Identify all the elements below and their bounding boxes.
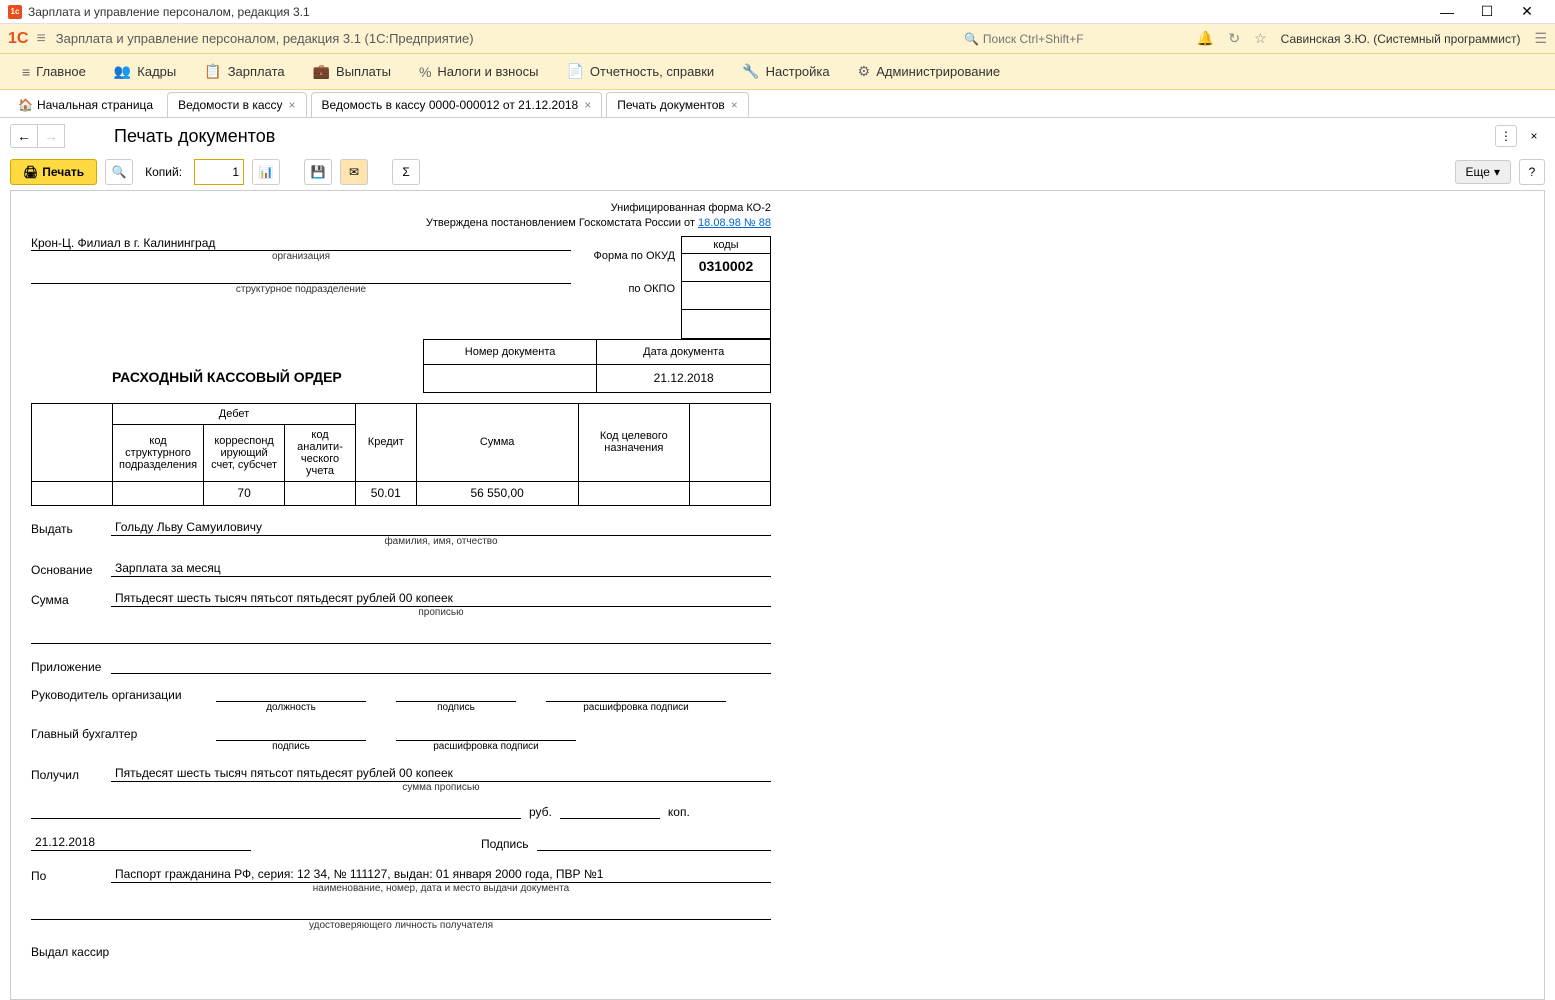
search-input[interactable]: [983, 32, 1183, 46]
tab-print-docs[interactable]: Печать документов ×: [606, 92, 749, 117]
page-menu-button[interactable]: ⋮: [1495, 125, 1517, 147]
panel-toggle-icon[interactable]: ☰: [1534, 30, 1547, 47]
tab-home[interactable]: 🏠 Начальная страница: [8, 92, 163, 117]
hamburger-icon[interactable]: ≡: [36, 30, 45, 48]
codes-box: коды 0310002: [681, 236, 771, 339]
document-title-block: РАСХОДНЫЙ КАССОВЫЙ ОРДЕР Номер документа…: [31, 339, 771, 393]
print-button[interactable]: 🖨 Печать: [10, 159, 97, 185]
home-icon: 🏠: [18, 98, 33, 112]
page-title: Печать документов: [114, 126, 275, 147]
menu-salary[interactable]: 📋Зарплата: [190, 54, 298, 89]
menu-settings-icon: 🔧: [742, 63, 759, 80]
menu-admin[interactable]: ⚙Администрирование: [844, 54, 1015, 89]
window-titlebar: 1c Зарплата и управление персоналом, ред…: [0, 0, 1555, 24]
menu-settings[interactable]: 🔧Настройка: [728, 54, 843, 89]
menu-taxes[interactable]: %Налоги и взносы: [405, 54, 553, 89]
window-title: Зарплата и управление персоналом, редакц…: [28, 5, 1427, 19]
minimize-button[interactable]: —: [1427, 0, 1467, 24]
app-name: Зарплата и управление персоналом, редакц…: [56, 31, 474, 46]
nav-forward-button[interactable]: →: [37, 124, 65, 148]
bell-icon[interactable]: 🔔: [1197, 30, 1214, 47]
tab-vedomosti[interactable]: Ведомости в кассу ×: [167, 92, 306, 117]
logo-1c: 1C: [8, 30, 28, 48]
search-icon: 🔍: [964, 32, 979, 46]
form-decree-link[interactable]: 18.08.98 № 88: [698, 217, 771, 229]
document-content: Унифицированная форма КО-2 Утверждена по…: [31, 201, 771, 959]
spreadsheet-button[interactable]: 📊: [252, 159, 280, 185]
toolbar: 🖨 Печать 🔍 Копий: 📊 💾 ✉ Σ Еще ▾ ?: [0, 154, 1555, 190]
cashier-label: Выдал кассир: [31, 945, 771, 959]
star-icon[interactable]: ☆: [1254, 30, 1267, 47]
search-box[interactable]: 🔍: [964, 32, 1183, 46]
doc-number: [423, 364, 597, 392]
sum-words-value: Пятьдесят шесть тысяч пятьсот пятьдесят …: [111, 591, 771, 607]
close-button[interactable]: ✕: [1507, 0, 1547, 24]
tab-bar: 🏠 Начальная страница Ведомости в кассу ×…: [0, 90, 1555, 118]
main-accounting-table: Дебет Кредит Сумма Код целевого назначен…: [31, 403, 771, 506]
printer-icon: 🖨: [23, 165, 38, 179]
menu-salary-icon: 📋: [204, 63, 221, 80]
menu-personnel[interactable]: 👥Кадры: [100, 54, 190, 89]
menu-payments-icon: 💼: [313, 63, 330, 80]
app-logo-small: 1c: [8, 5, 22, 19]
page-close-button[interactable]: ×: [1523, 125, 1545, 147]
preview-button[interactable]: 🔍: [105, 159, 133, 185]
save-button[interactable]: 💾: [304, 159, 332, 185]
menu-main-icon: ≡: [22, 64, 30, 80]
identity-doc-value: Паспорт гражданина РФ, серия: 12 34, № 1…: [111, 867, 771, 883]
subdivision-value: [31, 268, 571, 284]
email-button[interactable]: ✉: [340, 159, 368, 185]
history-icon[interactable]: ↻: [1228, 30, 1240, 47]
nav-back-button[interactable]: ←: [10, 124, 38, 148]
chevron-down-icon: ▾: [1494, 165, 1500, 179]
close-icon[interactable]: ×: [584, 98, 591, 112]
more-button[interactable]: Еще ▾: [1455, 160, 1511, 184]
page-header: ← → Печать документов ⋮ ×: [0, 118, 1555, 154]
menu-admin-icon: ⚙: [858, 63, 871, 80]
app-header: 1C ≡ Зарплата и управление персоналом, р…: [0, 24, 1555, 54]
user-label[interactable]: Савинская З.Ю. (Системный программист): [1281, 32, 1521, 46]
okpo-value: [682, 282, 770, 310]
received-value: Пятьдесят шесть тысяч пятьсот пятьдесят …: [111, 766, 771, 782]
help-button[interactable]: ?: [1519, 159, 1545, 185]
sign-date: 21.12.2018: [31, 835, 251, 851]
tab-vedomost-detail[interactable]: Ведомость в кассу 0000-000012 от 21.12.2…: [311, 92, 603, 117]
menu-payments[interactable]: 💼Выплаты: [299, 54, 405, 89]
organization-value: Крон-Ц. Филиал в г. Калининград: [31, 236, 571, 251]
form-header: Унифицированная форма КО-2 Утверждена по…: [31, 201, 771, 232]
doc-date: 21.12.2018: [597, 364, 771, 392]
menu-reports[interactable]: 📄Отчетность, справки: [552, 54, 728, 89]
copies-input[interactable]: [194, 159, 244, 185]
close-icon[interactable]: ×: [731, 98, 738, 112]
maximize-button[interactable]: ☐: [1467, 0, 1507, 24]
recipient-value: Гольду Льву Самуиловичу: [111, 520, 771, 536]
menu-reports-icon: 📄: [566, 63, 583, 80]
menu-personnel-icon: 👥: [114, 63, 131, 80]
okud-value: 0310002: [682, 254, 770, 282]
basis-value: Зарплата за месяц: [111, 561, 771, 577]
menu-taxes-icon: %: [419, 64, 431, 80]
menu-main[interactable]: ≡Главное: [8, 54, 100, 89]
copies-label: Копий:: [145, 165, 182, 179]
close-icon[interactable]: ×: [289, 98, 296, 112]
sum-button[interactable]: Σ: [392, 159, 420, 185]
document-viewport[interactable]: Унифицированная форма КО-2 Утверждена по…: [10, 190, 1545, 1000]
attachment-value: [111, 658, 771, 674]
main-menu: ≡Главное 👥Кадры 📋Зарплата 💼Выплаты %Нало…: [0, 54, 1555, 90]
